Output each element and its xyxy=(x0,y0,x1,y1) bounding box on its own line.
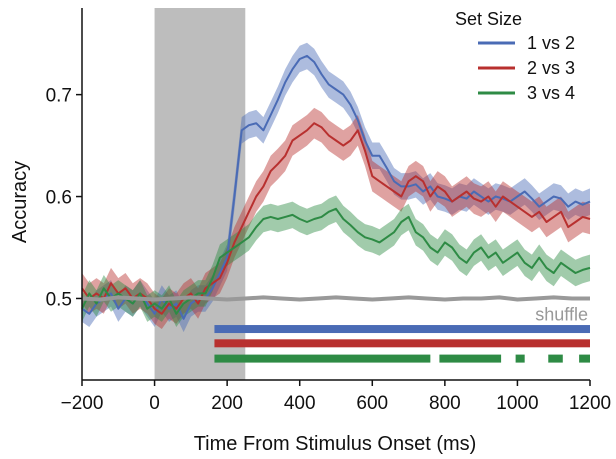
legend-title: Set Size xyxy=(455,9,522,29)
significance-bar-1-vs-2-0 xyxy=(214,325,590,334)
x-tick-label: −200 xyxy=(61,393,104,414)
y-tick-label: 0.6 xyxy=(46,188,72,209)
significance-bar-3-vs-4-2 xyxy=(515,354,525,363)
x-tick-label: 0 xyxy=(149,393,160,414)
series-line-2-vs-3 xyxy=(81,122,591,315)
significance-bars xyxy=(214,325,590,363)
axes xyxy=(81,8,590,381)
legend-label-2-vs-3: 2 vs 3 xyxy=(527,58,575,78)
significance-bar-2-vs-3-0 xyxy=(214,339,590,348)
x-tick-label: 1200 xyxy=(569,393,611,414)
x-tick-label: 800 xyxy=(429,393,461,414)
legend-items: 1 vs 2 2 vs 3 3 vs 4 xyxy=(478,33,575,103)
significance-bar-3-vs-4-3 xyxy=(548,354,563,363)
stimulus-window xyxy=(154,8,246,380)
series-line-3-vs-4 xyxy=(81,207,591,315)
stimulus-window-layer xyxy=(154,8,246,380)
band-2-vs-3 xyxy=(82,107,590,330)
significance-bar-3-vs-4-4 xyxy=(579,354,590,363)
legend: Set Size 1 vs 2 2 vs 3 3 vs 4 xyxy=(455,9,575,103)
series-lines xyxy=(81,54,591,320)
series-line-shuffle xyxy=(81,295,590,302)
shuffle-label: shuffle xyxy=(535,304,588,324)
significance-bar-3-vs-4-0 xyxy=(214,354,431,363)
x-tick-label: 1000 xyxy=(496,393,538,414)
y-tick-label: 0.5 xyxy=(46,289,72,310)
y-axis-title: Accuracy xyxy=(9,161,31,243)
legend-label-1-vs-2: 1 vs 2 xyxy=(527,33,575,53)
significance-bar-3-vs-4-1 xyxy=(439,354,502,363)
x-tick-label: 200 xyxy=(211,393,243,414)
x-tick-label: 600 xyxy=(356,393,388,414)
ticks: −200 0 200 400 600 800 1000 1200 0.5 0.6 0.7 xyxy=(46,86,612,414)
x-tick-label: 400 xyxy=(284,393,316,414)
y-tick-label: 0.7 xyxy=(46,86,72,107)
legend-label-3-vs-4: 3 vs 4 xyxy=(527,83,575,103)
x-axis-title: Time From Stimulus Onset (ms) xyxy=(194,433,477,455)
